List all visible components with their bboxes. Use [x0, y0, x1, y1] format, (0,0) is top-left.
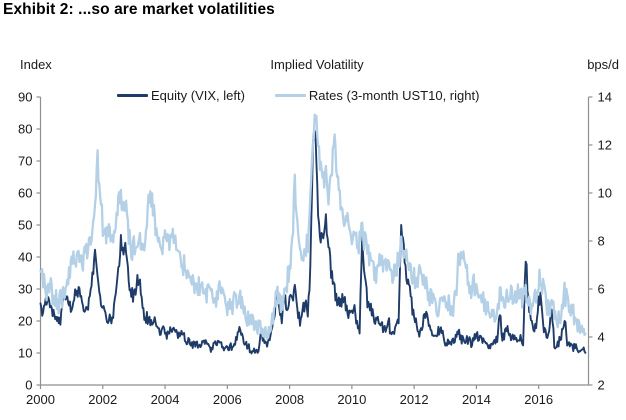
- left-axis-tick-label: 70: [18, 154, 32, 169]
- x-axis-tick-label: 2012: [400, 392, 429, 407]
- legend: Equity (VIX, left) Rates (3-month UST10,…: [117, 88, 479, 103]
- left-axis-tick-label: 60: [18, 186, 32, 201]
- x-axis-tick-label: 2008: [275, 392, 304, 407]
- x-axis-tick-label: 2000: [26, 392, 55, 407]
- right-axis-tick-label: 8: [598, 234, 605, 249]
- x-axis-tick-label: 2006: [213, 392, 242, 407]
- right-axis-tick-label: 14: [598, 90, 612, 105]
- right-axis-unit-label: bps/d: [587, 57, 619, 72]
- x-axis-tick-label: 2016: [524, 392, 553, 407]
- legend-item-equity: Equity (VIX, left): [117, 88, 245, 103]
- left-axis-tick-label: 20: [18, 314, 32, 329]
- left-axis-tick-label: 40: [18, 250, 32, 265]
- left-axis-tick-label: 30: [18, 282, 32, 297]
- chart-title: Implied Volatility: [270, 57, 364, 72]
- legend-label-equity: Equity (VIX, left): [151, 88, 245, 103]
- exhibit-title: Exhibit 2: ...so are market volatilities: [3, 1, 275, 18]
- x-axis-tick-label: 2002: [88, 392, 117, 407]
- rates-line-swatch: [274, 94, 306, 97]
- left-axis-tick-label: 10: [18, 346, 32, 361]
- left-axis-tick-label: 50: [18, 218, 32, 233]
- right-axis-tick-label: 4: [598, 330, 605, 345]
- left-axis-tick-label: 90: [18, 90, 32, 105]
- right-axis-tick-label: 12: [598, 138, 612, 153]
- right-axis-tick-label: 6: [598, 282, 605, 297]
- x-axis-tick-label: 2004: [151, 392, 180, 407]
- x-axis-tick-label: 2010: [337, 392, 366, 407]
- right-axis-tick-label: 10: [598, 186, 612, 201]
- legend-item-rates: Rates (3-month UST10, right): [274, 88, 480, 103]
- equity-series-line: [39, 129, 587, 355]
- x-axis-tick-label: 2014: [462, 392, 491, 407]
- left-axis-tick-label: 0: [25, 378, 32, 393]
- left-axis-unit-label: Index: [20, 57, 52, 72]
- legend-label-rates: Rates (3-month UST10, right): [308, 88, 480, 103]
- rates-series-line: [39, 113, 587, 340]
- left-axis-tick-label: 80: [18, 122, 32, 137]
- equity-line-swatch: [117, 94, 148, 97]
- right-axis-tick-label: 2: [598, 378, 605, 393]
